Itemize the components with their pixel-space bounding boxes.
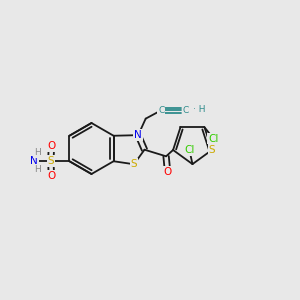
Text: S: S xyxy=(131,159,137,169)
Text: S: S xyxy=(47,156,54,166)
Text: O: O xyxy=(164,167,172,177)
Text: Cl: Cl xyxy=(208,134,219,144)
Text: O: O xyxy=(47,141,56,151)
Text: O: O xyxy=(47,171,56,181)
Text: C: C xyxy=(158,106,164,115)
Text: N: N xyxy=(30,156,38,166)
Text: S: S xyxy=(208,145,215,155)
Text: Cl: Cl xyxy=(184,145,195,155)
Text: N: N xyxy=(134,130,142,140)
Text: · H: · H xyxy=(194,105,206,114)
Text: C: C xyxy=(183,106,189,115)
Text: H: H xyxy=(34,165,41,174)
Text: H: H xyxy=(34,148,41,157)
